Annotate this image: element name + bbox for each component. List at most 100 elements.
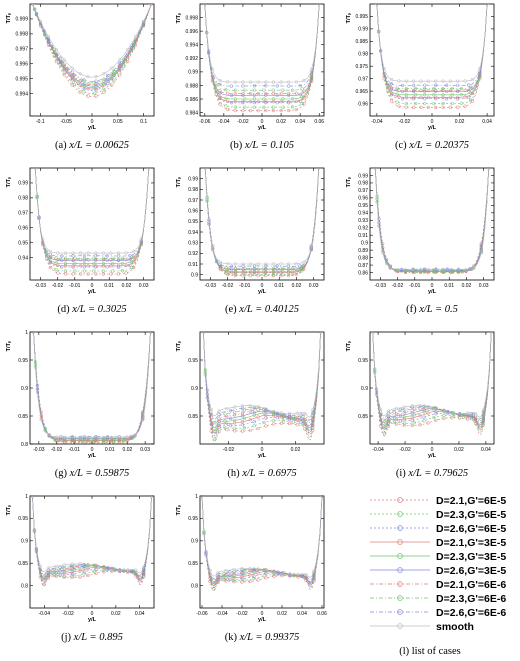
x-axis-label: y/L [258, 289, 267, 295]
series-marker [241, 100, 245, 104]
series-marker [106, 73, 110, 78]
series-marker [128, 257, 132, 262]
series-line [204, 4, 320, 87]
series-marker [264, 100, 268, 105]
caption-value: x/L = 0.99375 [239, 632, 300, 643]
series-marker [470, 99, 475, 103]
x-tick-label: 0.04 [482, 119, 492, 125]
series-marker [222, 578, 226, 582]
x-tick-label: 0 [91, 119, 94, 125]
y-tick-label: 0.97 [358, 188, 368, 194]
legend-marker [397, 511, 403, 517]
series-marker [394, 268, 398, 272]
series-marker [422, 410, 426, 414]
series-marker [70, 66, 74, 70]
series-marker [248, 100, 253, 104]
series-marker [70, 83, 74, 87]
y-tick-label: 0.99 [358, 27, 368, 33]
series-marker [92, 81, 96, 85]
series-marker [248, 428, 252, 433]
caption-prefix: (k) [225, 632, 240, 643]
series-marker [111, 261, 115, 266]
series-marker [82, 78, 86, 82]
series-marker [450, 101, 454, 106]
panel-caption: (c) x/L = 0.20375 [395, 140, 469, 151]
y-tick-label: 0.94 [18, 255, 28, 261]
chart-panel: -0.02 0 0.02 0.95 0.9 0.85 y/L T/Tₚ (h) x/L = 0.… [176, 331, 325, 479]
series-marker [271, 105, 276, 109]
series-marker [271, 88, 276, 92]
series-marker [404, 79, 408, 83]
y-tick-label: 0.98 [358, 52, 368, 58]
series-line [32, 4, 152, 84]
series-marker [122, 57, 126, 61]
y-tick-label: 0.99 [18, 181, 28, 187]
series-line [201, 496, 323, 591]
plot-area [203, 4, 321, 113]
series-marker [434, 412, 438, 416]
caption-prefix: (e) [225, 304, 239, 315]
series-marker [432, 415, 436, 420]
series-marker [456, 105, 460, 109]
series-marker [63, 251, 68, 255]
series-marker [241, 274, 245, 278]
series-marker [82, 564, 86, 568]
x-tick-label: -0.02 [52, 283, 64, 289]
series-marker [102, 87, 106, 92]
series-marker [101, 251, 106, 255]
series-marker [256, 267, 260, 271]
series-marker [149, 496, 154, 498]
series-marker [248, 267, 253, 271]
y-tick-label: 0.93 [188, 240, 198, 246]
series-marker [290, 269, 294, 273]
x-tick-label: -0.06 [199, 119, 211, 125]
series-marker [233, 80, 237, 84]
series-marker [39, 418, 43, 422]
chart-panel: -0.03 -0.02 -0.01 0 0.01 0.02 0.03 1 0.95 0.9 0.85… [6, 330, 155, 479]
series-marker [256, 91, 260, 96]
y-tick-label: 0.984 [185, 110, 198, 116]
series-marker [481, 408, 486, 412]
y-tick-label: 0.9 [191, 272, 198, 278]
series-marker [294, 262, 298, 266]
plot-area [33, 168, 151, 276]
series-marker [233, 269, 238, 274]
series-marker [223, 419, 227, 423]
series-marker [33, 168, 37, 170]
series-marker [286, 273, 291, 278]
series-marker [82, 258, 87, 262]
series-marker [78, 90, 82, 94]
chart-panel: -0.03 -0.02 -0.01 0 0.01 0.02 0.03 0.99 0.980.97… [346, 167, 495, 315]
series-marker [294, 107, 298, 112]
x-tick-label: -0.02 [223, 447, 235, 453]
series-line [372, 332, 492, 429]
series-line [32, 4, 152, 87]
series-marker [287, 84, 291, 88]
series-marker [489, 332, 493, 334]
series-marker [256, 567, 260, 571]
series-marker [218, 89, 222, 93]
series-marker [317, 168, 321, 170]
caption-prefix: (h) [227, 468, 242, 479]
series-marker [413, 93, 418, 97]
legend-label: D=2.1,G'=6E-5 [436, 495, 506, 507]
x-tick-label: 0.05 [113, 119, 123, 125]
series-marker [389, 86, 394, 90]
series-marker [248, 418, 252, 422]
y-tick-label: 0.986 [185, 97, 198, 103]
series-marker [271, 266, 276, 270]
series-marker [309, 67, 314, 71]
series-marker [226, 262, 230, 266]
y-tick-label: 0.86 [358, 270, 368, 276]
series-marker [233, 262, 238, 266]
series-marker [389, 77, 394, 82]
series-marker [470, 91, 475, 96]
series-marker [300, 87, 304, 91]
series-marker [201, 332, 206, 334]
series-marker [58, 565, 62, 570]
caption-value: x/L = 0.6975 [241, 468, 296, 479]
y-tick-label: 0.97 [358, 76, 368, 82]
series-line [201, 496, 323, 582]
series-line [204, 168, 320, 276]
series-marker [395, 92, 399, 96]
